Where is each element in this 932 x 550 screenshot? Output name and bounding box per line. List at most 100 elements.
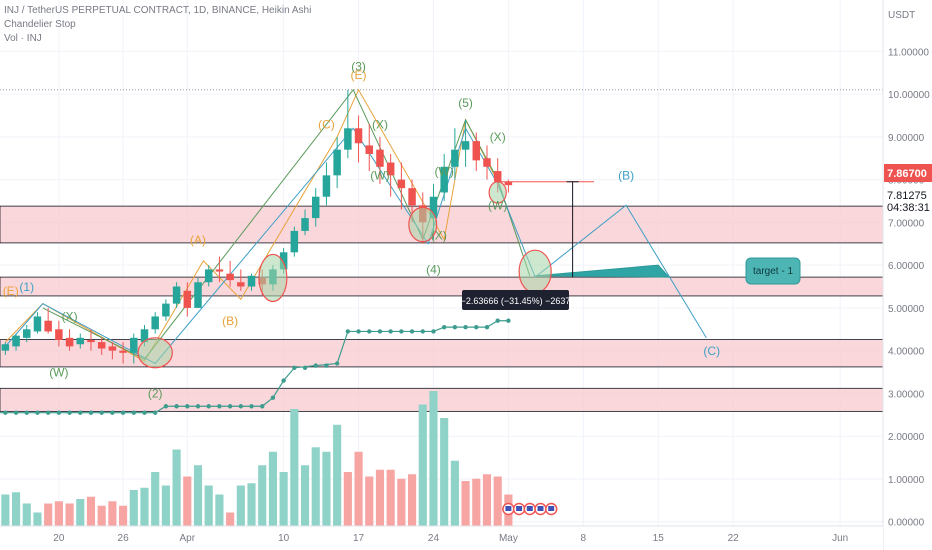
volume-bar [258, 465, 267, 526]
target-label: target - 1 [753, 266, 793, 277]
stop-dot [281, 378, 286, 383]
stop-dot [377, 329, 383, 334]
candle-body [290, 230, 299, 253]
stop-dot [367, 329, 372, 334]
wave-label: (C) [318, 117, 335, 131]
volume-bar [11, 492, 21, 526]
candle-body [322, 175, 331, 197]
stop-dot [163, 404, 169, 409]
candle-body [130, 337, 138, 353]
wave-label: (3) [351, 60, 366, 74]
wave-label: (W) [49, 365, 68, 379]
candle-body [12, 335, 20, 347]
event-flag-mark [505, 506, 512, 511]
candle-body [461, 141, 470, 150]
stop-dot [3, 410, 8, 415]
volume-bar [311, 447, 320, 526]
stop-dot [249, 404, 254, 409]
candle-body [440, 166, 448, 193]
volume-bar [365, 476, 374, 526]
candle-body [33, 316, 42, 332]
volume-bar [54, 501, 63, 526]
volume-bar [215, 494, 224, 526]
stop-dot [24, 410, 29, 415]
stop-dot [452, 324, 458, 330]
stop-dot [495, 318, 500, 323]
candle-body [215, 269, 224, 272]
volume-bar [226, 512, 235, 526]
volume-bar [461, 481, 470, 526]
candle-body [1, 344, 10, 351]
current-price-tag [884, 164, 932, 182]
stop-dot [270, 395, 276, 400]
stop-dot [506, 318, 511, 323]
highlight-ellipse [258, 253, 288, 303]
candle-body [237, 282, 245, 287]
candle-body [172, 286, 181, 304]
volume-bar [418, 404, 427, 526]
volume-bar [161, 485, 170, 526]
stop-dot [217, 404, 222, 409]
event-flags[interactable] [502, 502, 558, 516]
volume-bar [279, 472, 288, 526]
symbol-line[interactable]: INJ / TetherUS PERPETUAL CONTRACT, 1D, B… [4, 5, 312, 16]
stop-dot [174, 404, 179, 409]
stop-dot [399, 329, 404, 334]
time-tick-label: May [499, 533, 518, 544]
wave-label: (W) [435, 164, 454, 178]
candle-body [23, 329, 31, 338]
candle-body [76, 337, 85, 345]
candle-body [65, 337, 74, 347]
indicator-volume[interactable]: Vol · INJ [4, 33, 42, 44]
time-axis-ticks: 20 26 Apr 10 17 24 May 8 15 22 Jun [53, 533, 848, 544]
candle-body [344, 128, 352, 150]
volume-bar [172, 449, 181, 526]
target-wedge[interactable]: target - 1 [745, 257, 801, 285]
time-tick-label: 20 [53, 533, 65, 544]
candle-body [504, 181, 513, 186]
price-tick-label: 7.00000 [888, 218, 925, 229]
volume-bar [97, 505, 106, 526]
stop-dot [431, 329, 436, 334]
volume-bar [193, 465, 203, 526]
time-tick-label: 15 [653, 533, 665, 544]
candle-body [97, 342, 106, 349]
time-tick-label: 22 [728, 533, 740, 544]
event-flag-mark [548, 506, 555, 511]
volume-bar [440, 418, 449, 526]
stop-dot [334, 361, 340, 366]
stop-dot [56, 410, 62, 415]
volume-bar [322, 451, 331, 526]
target-label-box[interactable] [745, 257, 801, 285]
volume-bar [1, 494, 10, 526]
time-tick-label: 17 [353, 533, 365, 544]
event-flag-mark [526, 506, 533, 511]
indicator-chandelier[interactable]: Chandelier Stop [4, 19, 76, 30]
highlight-ellipse [137, 337, 173, 369]
time-tick-label: 10 [278, 533, 290, 544]
stop-dot [206, 404, 211, 409]
volume-bar [268, 451, 277, 526]
volume-bar [44, 503, 53, 526]
volume-bar [129, 490, 138, 526]
measure-tool[interactable] [566, 181, 579, 278]
stop-dot [409, 329, 415, 334]
stop-dot [185, 404, 190, 409]
candle-body [44, 320, 52, 332]
volume-bar [375, 469, 385, 526]
measure-label-box: −2.63666 (−31.45%) −2637 [461, 290, 570, 310]
volume-bar [108, 501, 117, 526]
time-tick-label: 26 [118, 533, 130, 544]
volume-bar [343, 472, 352, 526]
stop-dot [238, 404, 244, 409]
wave-label: (X) [62, 310, 78, 324]
candle-body [151, 316, 159, 330]
candle-body [55, 329, 63, 340]
price-tick-label: 6.00000 [888, 261, 925, 272]
volume-bar [482, 474, 492, 526]
stop-dot [484, 324, 490, 330]
candle-body [204, 269, 213, 283]
volume-bar [354, 451, 363, 526]
